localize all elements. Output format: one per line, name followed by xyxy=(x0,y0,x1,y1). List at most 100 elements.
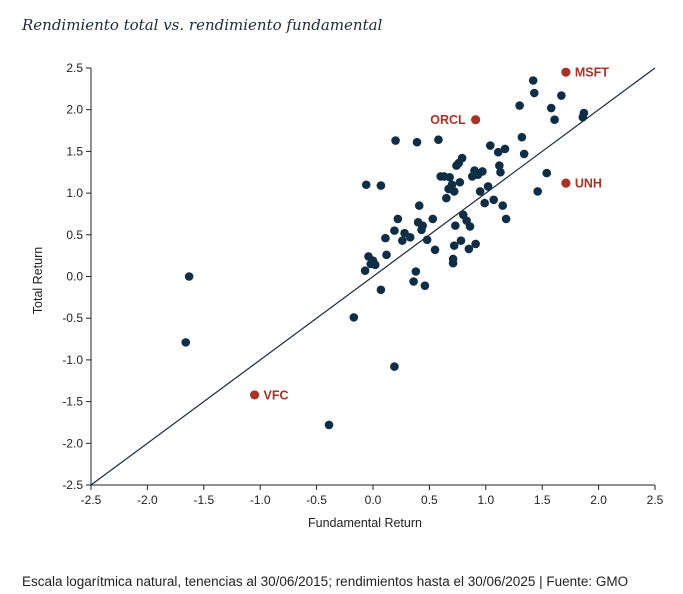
x-tick-label: -2.5 xyxy=(81,493,102,507)
diagonal-line xyxy=(90,67,656,486)
data-point xyxy=(528,76,538,85)
x-tick-label: 0.5 xyxy=(421,493,438,507)
data-point xyxy=(475,187,485,196)
data-point xyxy=(370,260,380,270)
data-point xyxy=(530,88,539,98)
y-tick-label: 2.5 xyxy=(66,61,83,75)
x-tick-label: -1.0 xyxy=(250,493,271,507)
data-point xyxy=(501,214,511,224)
highlight-label: ORCL xyxy=(430,113,466,127)
data-point xyxy=(184,272,194,281)
data-point xyxy=(376,181,386,190)
axes: -2.5 -2.0 -1.5 -1.0 -0.5 0.0 0.5 1.0 1.5 2.0 2.5 -2… xyxy=(62,61,663,507)
data-point xyxy=(550,115,559,125)
data-point xyxy=(480,198,489,208)
data-point xyxy=(546,103,556,113)
data-point xyxy=(519,149,529,159)
data-point xyxy=(517,132,527,142)
highlight-label: UNH xyxy=(575,177,602,191)
data-point xyxy=(465,222,475,231)
data-point xyxy=(409,277,418,286)
x-tick-label: -1.5 xyxy=(193,493,214,507)
y-tick-label: 0.5 xyxy=(66,228,83,242)
data-point xyxy=(500,144,510,154)
data-point xyxy=(434,135,443,145)
data-point xyxy=(430,245,440,255)
data-point xyxy=(579,108,589,118)
data-point xyxy=(324,420,334,430)
data-point xyxy=(390,362,399,371)
data-point xyxy=(542,168,552,178)
data-point xyxy=(381,233,390,243)
data-points xyxy=(181,76,589,430)
chart-title: Rendimiento total vs. rendimiento fundam… xyxy=(22,16,383,34)
data-point xyxy=(442,193,451,203)
data-point xyxy=(411,267,421,276)
y-tick-label: 0.0 xyxy=(66,270,83,284)
highlight-point xyxy=(561,67,571,77)
y-tick-label: -2.0 xyxy=(62,436,83,450)
x-tick-label: 2.5 xyxy=(647,493,664,507)
data-point xyxy=(457,153,467,163)
y-tick-label: 1.5 xyxy=(66,144,83,158)
y-tick-label: -2.5 xyxy=(62,478,83,492)
data-point xyxy=(428,214,438,224)
x-tick-label: 1.0 xyxy=(477,493,494,507)
data-point xyxy=(405,233,415,242)
x-tick-label: -2.0 xyxy=(137,493,158,507)
data-point xyxy=(451,221,460,230)
x-tick-label: -0.5 xyxy=(306,493,327,507)
y-tick-label: -1.5 xyxy=(62,395,83,409)
data-point xyxy=(464,244,474,254)
data-point xyxy=(498,201,508,210)
data-point xyxy=(478,167,487,176)
data-point xyxy=(349,313,359,322)
data-point xyxy=(456,236,466,245)
data-point xyxy=(422,235,432,245)
x-axis-title: Fundamental Return xyxy=(308,516,422,530)
y-tick-label: -1.0 xyxy=(62,353,83,367)
data-point xyxy=(449,241,459,250)
data-point xyxy=(391,136,400,145)
footnote: Escala logarítmica natural, tenencias al… xyxy=(22,574,629,589)
highlighted-points: MSFT ORCL UNH VFC xyxy=(249,66,609,402)
y-axis-title: Total Return xyxy=(31,247,45,314)
y-tick-label: 1.0 xyxy=(66,186,83,200)
data-point xyxy=(445,172,455,182)
highlight-label: VFC xyxy=(264,388,289,402)
data-point xyxy=(455,177,465,187)
reference-line xyxy=(90,67,656,486)
data-point xyxy=(390,226,399,235)
y-tick-label: 2.0 xyxy=(66,103,83,117)
data-point xyxy=(493,147,503,157)
data-point xyxy=(376,285,386,295)
data-point xyxy=(533,187,542,196)
data-point xyxy=(398,236,407,245)
data-point xyxy=(420,281,430,290)
y-tick-label: -0.5 xyxy=(62,311,83,325)
data-point xyxy=(489,195,498,205)
data-point xyxy=(414,201,424,210)
highlight-point xyxy=(249,390,260,400)
data-point xyxy=(382,250,391,260)
highlight-point xyxy=(471,115,481,125)
data-point xyxy=(486,141,495,150)
data-point xyxy=(471,239,480,249)
x-tick-label: 0.0 xyxy=(365,493,382,507)
data-point xyxy=(447,180,457,190)
data-point xyxy=(418,221,427,230)
data-point xyxy=(483,182,493,191)
x-tick-label: 1.5 xyxy=(534,493,551,507)
data-point xyxy=(361,180,371,190)
data-point xyxy=(393,214,403,224)
data-point xyxy=(557,91,566,100)
data-point xyxy=(448,258,458,268)
highlight-label: MSFT xyxy=(575,66,609,80)
data-point xyxy=(449,187,459,196)
data-point xyxy=(515,101,524,110)
data-point xyxy=(181,338,191,347)
data-point xyxy=(495,161,504,170)
data-point xyxy=(496,167,505,177)
highlight-point xyxy=(561,178,571,188)
